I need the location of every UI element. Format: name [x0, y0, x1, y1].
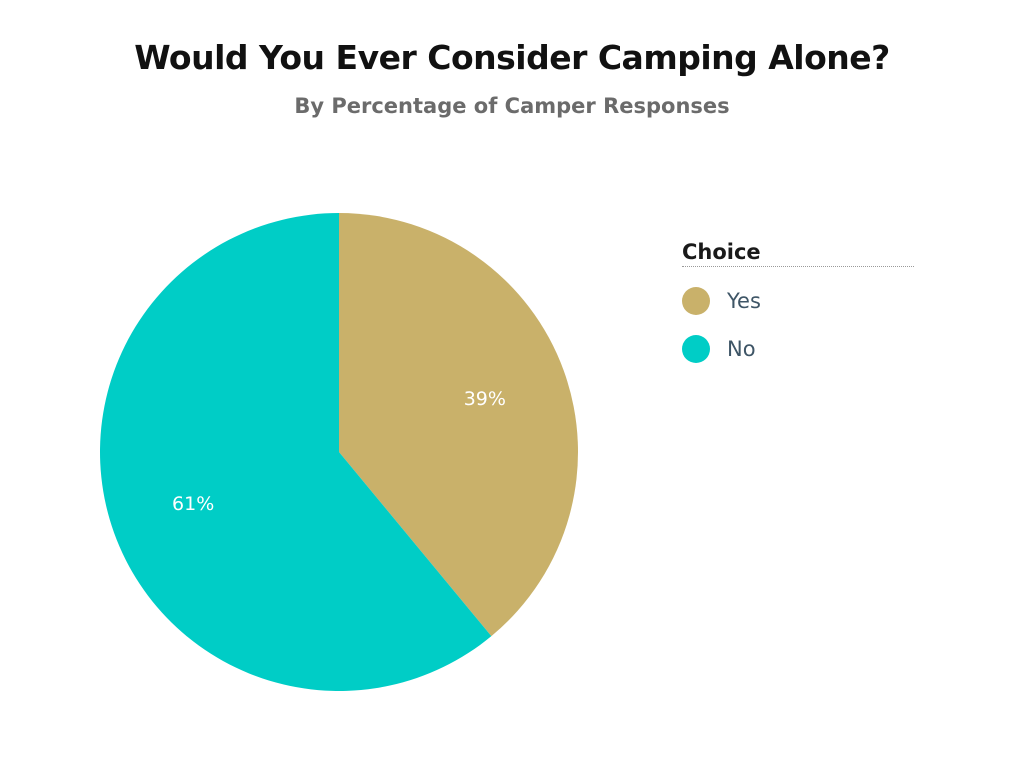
legend-title: Choice [682, 240, 914, 267]
pie-slice-no [99, 213, 492, 692]
chart-subtitle: By Percentage of Camper Responses [294, 94, 730, 118]
legend-item-no: No [682, 335, 914, 363]
legend-swatch-no [682, 335, 710, 363]
chart-title: Would You Ever Consider Camping Alone? [134, 38, 890, 77]
data-label-no: 61% [172, 493, 214, 515]
legend-item-yes: Yes [682, 287, 914, 315]
legend-label-yes: Yes [727, 289, 761, 313]
legend: Choice Yes No [682, 240, 914, 363]
data-label-yes: 39% [464, 388, 506, 410]
legend-label-no: No [727, 337, 756, 361]
legend-swatch-yes [682, 287, 710, 315]
pie-slice-yes [339, 213, 578, 637]
